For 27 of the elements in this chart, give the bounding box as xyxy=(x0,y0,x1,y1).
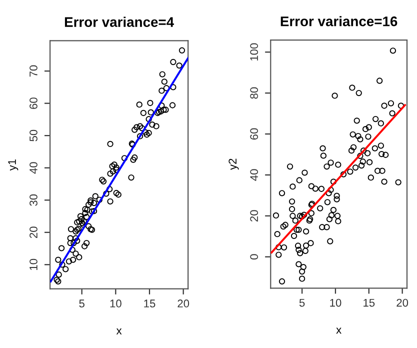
x-axis-title: x xyxy=(336,328,342,334)
x-tick-label: 15 xyxy=(364,298,375,307)
y-tick-label: 60 xyxy=(250,128,258,140)
y-axis-title: y2 xyxy=(228,158,239,170)
y-tick-label: 60 xyxy=(30,98,38,109)
y-tick-label: 30 xyxy=(30,194,38,206)
y-tick-label: 20 xyxy=(250,210,258,222)
y-tick-label: 0 xyxy=(250,254,258,260)
x-tick-label: 10 xyxy=(110,300,122,308)
y-tick-label: 20 xyxy=(30,226,38,238)
y-tick-label: 80 xyxy=(250,87,258,99)
chart-title: Error variance=4 xyxy=(64,16,174,27)
x-tick-label: 5 xyxy=(299,298,305,307)
x-tick-label: 20 xyxy=(178,300,190,308)
y-tick-label: 70 xyxy=(30,65,38,77)
x-tick-label: 15 xyxy=(144,300,156,308)
x-axis-title: x xyxy=(116,328,122,334)
x-tick-label: 5 xyxy=(79,300,84,308)
x-tick-label: 20 xyxy=(396,298,408,307)
chart-title: Error variance=16 xyxy=(280,16,398,26)
y-tick-label: 40 xyxy=(250,169,258,181)
y-tick-label: 40 xyxy=(30,162,38,174)
y-tick-label: 50 xyxy=(30,130,38,142)
y-tick-label: 100 xyxy=(250,43,258,61)
y-tick-label: 10 xyxy=(30,258,38,270)
x-tick-label: 10 xyxy=(330,298,342,307)
y-axis-title: y1 xyxy=(8,159,18,171)
